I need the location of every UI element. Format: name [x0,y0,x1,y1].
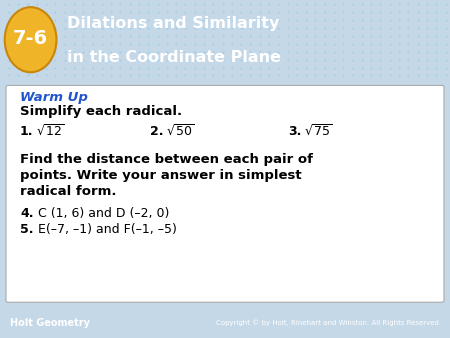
Text: $\sqrt{75}$: $\sqrt{75}$ [304,124,333,139]
Text: Holt Geometry: Holt Geometry [10,318,90,328]
Text: Copyright © by Holt, Rinehart and Winston. All Rights Reserved.: Copyright © by Holt, Rinehart and Winsto… [216,320,441,327]
Text: C (1, 6) and D (–2, 0): C (1, 6) and D (–2, 0) [34,207,169,220]
Text: E(–7, –1) and F(–1, –5): E(–7, –1) and F(–1, –5) [34,223,177,236]
Text: Find the distance between each pair of: Find the distance between each pair of [20,153,313,166]
Text: 3.: 3. [288,125,302,138]
Text: 5.: 5. [20,223,33,236]
Ellipse shape [5,7,57,72]
FancyBboxPatch shape [6,86,444,302]
Text: points. Write your answer in simplest: points. Write your answer in simplest [20,169,302,182]
Text: 4.: 4. [20,207,33,220]
Text: Simplify each radical.: Simplify each radical. [20,105,182,118]
Text: in the Coordinate Plane: in the Coordinate Plane [67,50,281,65]
Text: 2.: 2. [150,125,163,138]
Text: $\sqrt{12}$: $\sqrt{12}$ [36,124,65,139]
Text: Warm Up: Warm Up [20,91,88,104]
Text: $\sqrt{50}$: $\sqrt{50}$ [166,124,195,139]
Text: Dilations and Similarity: Dilations and Similarity [67,16,279,31]
Text: 1.: 1. [20,125,33,138]
Text: radical form.: radical form. [20,185,117,198]
Text: 7-6: 7-6 [13,29,48,48]
